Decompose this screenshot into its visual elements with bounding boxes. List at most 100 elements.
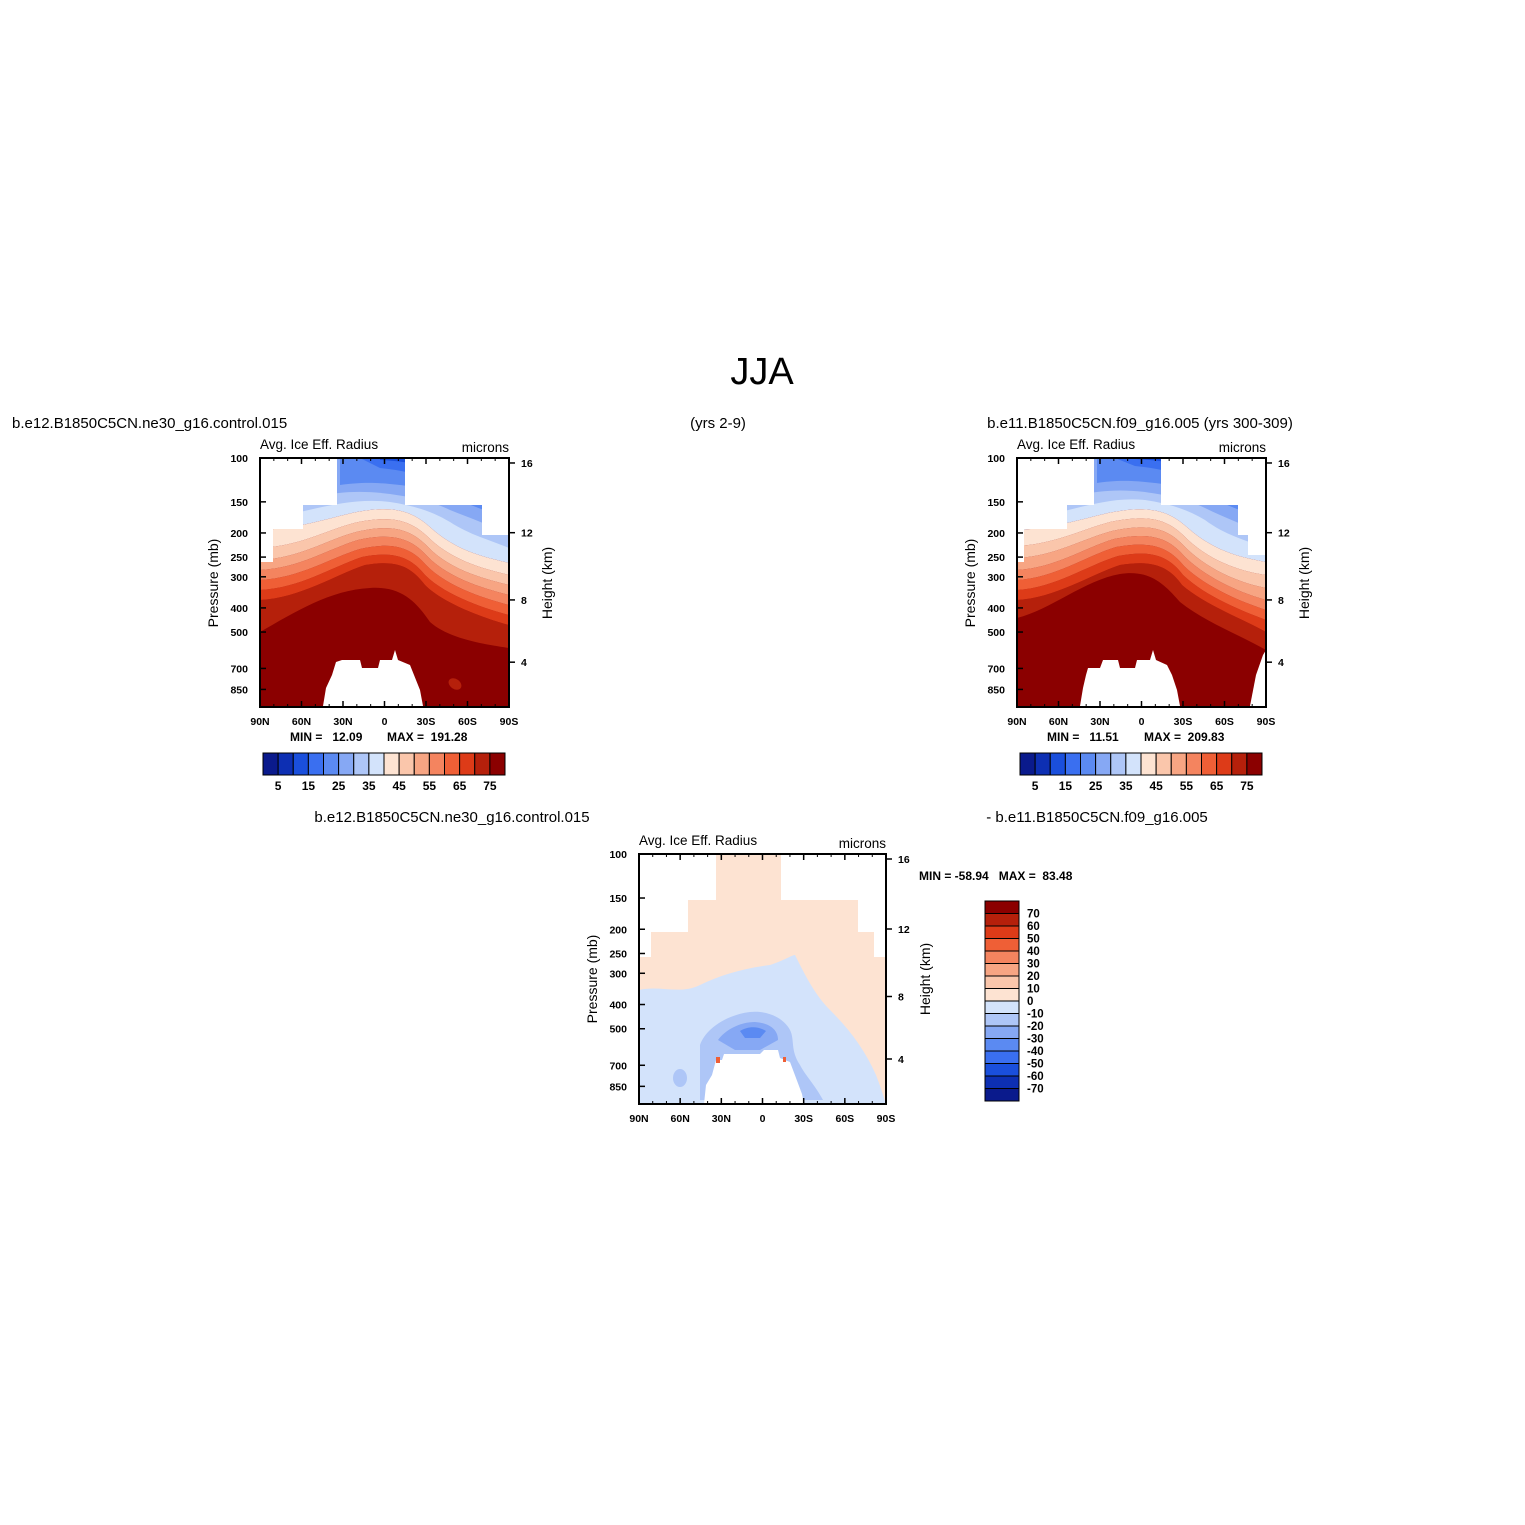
colorbar-label: 60 [1027, 921, 1040, 933]
colorbar-box [1155, 752, 1172, 776]
case1-mask-top-left [260, 458, 337, 505]
case2-header: b.e11.B1850C5CN.f09_g16.005 (yrs 300-309… [987, 415, 1293, 432]
colorbar-label: 30 [1027, 959, 1040, 971]
y-tick-label: 300 [230, 572, 248, 584]
colorbar-label: -30 [1027, 1034, 1044, 1046]
colorbar-label: 5 [1032, 779, 1039, 793]
colorbar-label: 65 [1210, 779, 1224, 793]
case2-band-1 [1017, 573, 1266, 706]
case1-band-7 [260, 519, 509, 585]
colorbar-label: -40 [1027, 1046, 1044, 1058]
colorbar-label: 35 [362, 779, 376, 793]
colorbar-label: 45 [1149, 779, 1163, 793]
colorbar-box [984, 1063, 1020, 1077]
case2-ylabel: Pressure (mb) [962, 539, 978, 628]
y-tick-label: 200 [609, 924, 627, 936]
colorbar-box [383, 752, 400, 776]
y-right-tick-label: 8 [1278, 595, 1284, 607]
colorbar-box [984, 1038, 1020, 1052]
x-tick-label: 60S [458, 716, 477, 728]
colorbar-box [984, 925, 1020, 939]
figure-title: JJA [730, 351, 794, 393]
colorbar-box [262, 752, 279, 776]
case2-band-8 [1017, 509, 1266, 575]
case1-band-5 [260, 536, 509, 605]
y-tick-label: 500 [987, 627, 1005, 639]
y-right-tick-label: 16 [1278, 458, 1290, 470]
case1-band-8 [260, 509, 509, 575]
case2-orography [1080, 650, 1180, 706]
colorbar-box [353, 752, 370, 776]
y-right-tick-label: 8 [898, 992, 904, 1004]
y-tick-label: 700 [230, 663, 248, 675]
colorbar-box [1140, 752, 1157, 776]
colorbar-label: 15 [1059, 779, 1073, 793]
case2-mask-low-left [1017, 529, 1024, 562]
panel-case2: 90N 60N 30N 0 30S 60S 90S 100 150 200 250 300 400 500… [962, 437, 1312, 793]
colorbar-label: 25 [1089, 779, 1103, 793]
diff-band-neg-5 [673, 1069, 687, 1087]
colorbar-box [1064, 752, 1081, 776]
case1-left-string: Avg. Ice Eff. Radius [260, 437, 378, 452]
colorbar-box [984, 913, 1020, 927]
colorbar-label: 35 [1119, 779, 1133, 793]
y-tick-label: 300 [609, 968, 627, 980]
colorbar-label: 65 [453, 779, 467, 793]
colorbar-label: 55 [1180, 779, 1194, 793]
diff-positive-dot-2 [783, 1057, 786, 1062]
colorbar-box [984, 1075, 1020, 1089]
colorbar-box [1246, 752, 1263, 776]
colorbar-label: -10 [1027, 1009, 1044, 1021]
colorbar-label: 20 [1027, 971, 1040, 983]
diff-band-neg-4 [740, 1027, 766, 1038]
case2-ylabel-right: Height (km) [1296, 547, 1312, 619]
colorbar-label: 75 [483, 779, 497, 793]
case2-axes: 90N 60N 30N 0 30S 60S 90S 100 150 200 250 300 400 500… [987, 453, 1289, 728]
y-tick-label: 850 [987, 684, 1005, 696]
colorbar-label: 10 [1027, 984, 1040, 996]
diff-left-string: Avg. Ice Eff. Radius [639, 833, 757, 848]
case1-mask-mid-right [482, 505, 509, 535]
colorbar-box [1080, 752, 1097, 776]
colorbar-box [984, 900, 1020, 914]
y-right-tick-label: 4 [1278, 657, 1284, 669]
y-tick-label: 700 [609, 1060, 627, 1072]
colorbar-label: 70 [1027, 909, 1040, 921]
y-tick-label: 850 [230, 684, 248, 696]
case1-max-label: MAX = 191.28 [387, 730, 468, 744]
x-tick-label: 60N [671, 1113, 690, 1125]
x-tick-label: 0 [1139, 716, 1145, 728]
case1-header: b.e12.B1850C5CN.ne30_g16.control.015 [12, 415, 287, 432]
colorbar-box [984, 1050, 1020, 1064]
colorbar-box [307, 752, 324, 776]
case1-field [260, 458, 509, 707]
y-right-tick-label: 16 [521, 458, 533, 470]
y-right-tick-label: 8 [521, 595, 527, 607]
y-tick-label: 150 [609, 893, 627, 905]
case2-colorbar: 5 15 25 35 45 55 65 75 [1019, 752, 1263, 793]
y-tick-label: 400 [609, 1000, 627, 1012]
x-tick-label: 30S [794, 1113, 813, 1125]
colorbar-box [1049, 752, 1066, 776]
colorbar-label: 0 [1027, 996, 1033, 1008]
x-tick-label: 60N [292, 716, 311, 728]
diff-positive-dot-1 [716, 1057, 720, 1063]
colorbar-box [398, 752, 415, 776]
panel-difference: 90N 60N 30N 0 30S 60S 90S100150200250300400500… [584, 833, 1073, 1125]
x-tick-label: 90N [1007, 716, 1026, 728]
diff-axes: 90N 60N 30N 0 30S 60S 90S 100 150 200 250 300 400 500… [609, 849, 909, 1125]
colorbar-label: 45 [392, 779, 406, 793]
y-right-tick-label: 12 [521, 528, 533, 540]
case1-min-label: MIN = 12.09 [290, 730, 363, 744]
y-tick-label: 200 [987, 528, 1005, 540]
case2-mask-mid-left [1017, 505, 1067, 529]
diff-left-header: b.e12.B1850C5CN.ne30_g16.control.015 [314, 809, 589, 826]
colorbar-box [428, 752, 445, 776]
x-tick-label: 60S [1215, 716, 1234, 728]
case2-max-label: MAX = 209.83 [1144, 730, 1225, 744]
colorbar-label: -60 [1027, 1071, 1044, 1083]
colorbar-box [323, 752, 340, 776]
case2-band-4 [1017, 544, 1266, 620]
y-tick-label: 400 [987, 603, 1005, 615]
colorbar-box [984, 975, 1020, 989]
